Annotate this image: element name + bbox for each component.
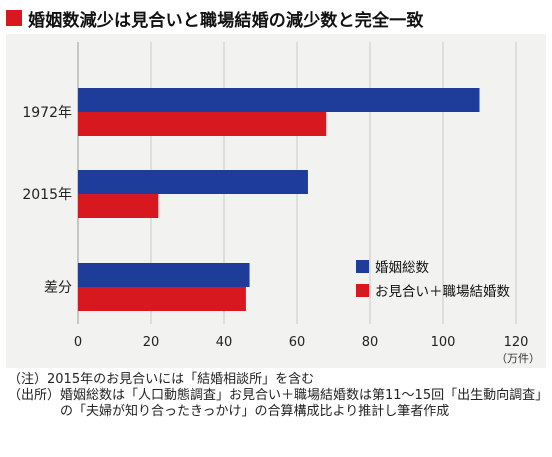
- category-label: 1972年: [22, 105, 72, 121]
- note-label: （注）: [8, 372, 48, 387]
- x-tick-label: 20: [143, 335, 160, 350]
- chart-title-bar: 婚姻数減少は見合いと職場結婚の減少数と完全一致: [6, 6, 546, 31]
- x-tick-label: 60: [289, 335, 306, 350]
- x-tick-label: 40: [216, 335, 233, 350]
- category-label: 2015年: [22, 187, 72, 203]
- category-label: 差分: [44, 280, 72, 296]
- x-tick-label: 80: [362, 335, 379, 350]
- source-text: 婚姻総数は「人口動態調査」お見合い＋職場結婚数は第11～15回「出生動向調査」の…: [60, 388, 542, 419]
- bar: [78, 194, 159, 218]
- bar: [78, 287, 246, 311]
- x-unit-label: （万件）: [496, 352, 540, 365]
- source-line: （出所） 婚姻総数は「人口動態調査」お見合い＋職場結婚数は第11～15回「出生動…: [8, 388, 548, 420]
- x-tick-label: 100: [431, 335, 456, 350]
- bar: [78, 263, 250, 287]
- chart-panel: 1972年 2015年差分 0 20 40 60 80 100 120 （万件） 婚姻総数お見合い＋…: [6, 34, 546, 368]
- legend-swatch: [356, 260, 369, 273]
- bar: [78, 170, 308, 194]
- legend-entry: 婚姻総数: [375, 260, 429, 276]
- note-text: 2015年のお見合いには「結婚相談所」を含む: [47, 372, 315, 387]
- title-marker: [6, 10, 22, 26]
- legend-swatch: [356, 284, 369, 297]
- x-tick-label: 120: [504, 335, 529, 350]
- chart-notes: （注） 2015年のお見合いには「結婚相談所」を含む （出所） 婚姻総数は「人口…: [8, 372, 548, 420]
- bar: [78, 88, 480, 112]
- chart-title: 婚姻数減少は見合いと職場結婚の減少数と完全一致: [28, 10, 424, 31]
- bar: [78, 112, 327, 136]
- x-tick-label: 0: [74, 335, 82, 350]
- source-label: （出所）: [8, 388, 61, 403]
- note-line: （注） 2015年のお見合いには「結婚相談所」を含む: [8, 372, 548, 388]
- legend-entry: お見合い＋職場結婚数: [375, 284, 510, 300]
